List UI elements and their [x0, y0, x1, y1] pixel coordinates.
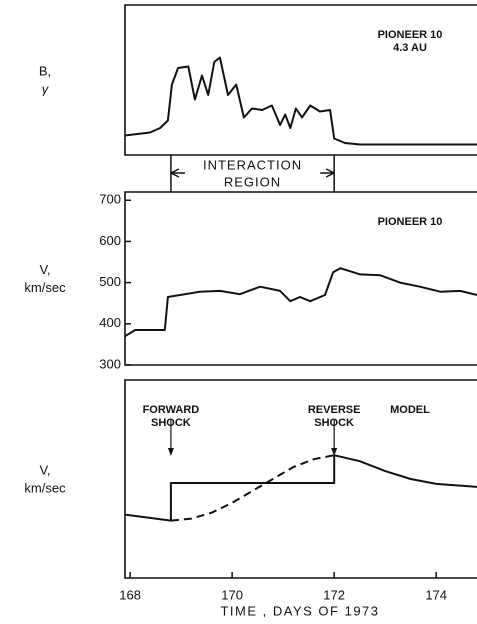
annotation: PIONEER 10 — [378, 216, 443, 228]
y-tick-label: 700 — [99, 192, 121, 207]
x-tick-label: 168 — [119, 587, 141, 602]
axis-frame — [124, 191, 477, 366]
y-tick-label: 300 — [99, 356, 121, 371]
axis-frame — [124, 4, 477, 156]
bracket-label: INTERACTION — [203, 157, 302, 172]
data-line — [124, 267, 477, 338]
y-tick-label: 500 — [99, 274, 121, 289]
arrow-head — [167, 448, 174, 456]
dashed-line — [170, 454, 335, 522]
y-tick-label: 400 — [99, 315, 121, 330]
y-axis-label: V, — [39, 262, 50, 277]
bracket-arrow — [170, 168, 335, 178]
annotation: MODEL — [390, 404, 430, 416]
y-tick-label: 600 — [99, 233, 121, 248]
x-axis-label: TIME , DAYS OF 1973 — [220, 603, 379, 618]
x-tick-label: 172 — [323, 587, 345, 602]
data-line — [124, 56, 477, 146]
y-axis-label: km/sec — [24, 280, 66, 295]
x-tick-label: 170 — [221, 587, 243, 602]
y-axis-label: γ — [42, 81, 50, 96]
annotation: PIONEER 10 — [378, 29, 443, 41]
y-axis-label: B, — [39, 63, 51, 78]
y-axis-label: km/sec — [24, 480, 66, 495]
bracket-label: REGION — [224, 174, 281, 189]
x-tick-label: 174 — [425, 587, 447, 602]
axis-frame — [124, 379, 477, 579]
shock-label: REVERSE — [308, 404, 361, 416]
arrow-head — [331, 448, 338, 456]
annotation: 4.3 AU — [393, 42, 427, 54]
shock-label: FORWARD — [143, 404, 200, 416]
y-axis-label: V, — [39, 462, 50, 477]
